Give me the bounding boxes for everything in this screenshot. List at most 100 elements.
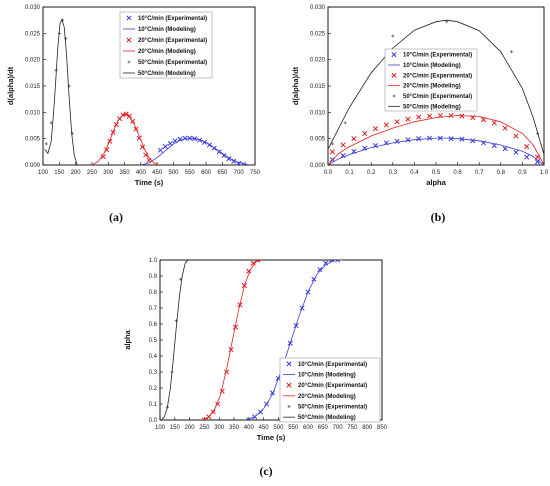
y-tick-label: 0.010 <box>310 110 326 116</box>
x-tick-label: 400 <box>136 170 147 176</box>
y-tick-label: 0.2 <box>149 386 158 392</box>
data-point <box>426 135 433 141</box>
data-point <box>372 126 379 132</box>
x-tick-label: 0.7 <box>475 170 484 176</box>
x-tick-label: 0.6 <box>453 170 462 176</box>
series-group <box>44 18 252 165</box>
x-tick-label: 250 <box>87 170 98 176</box>
data-point <box>49 121 53 125</box>
legend-swatch <box>126 15 132 21</box>
y-tick-label: 0.0 <box>149 418 158 424</box>
x-tick-label: 300 <box>103 170 114 176</box>
y-tick-label: 0.025 <box>25 31 41 37</box>
x-tick-label: 450 <box>152 170 163 176</box>
series-group <box>328 19 544 165</box>
x-tick-label: 650 <box>217 170 228 176</box>
legend: 10°C/min (Experimental) 10°C/min (Modelin… <box>119 11 213 79</box>
figure-caption: (a) <box>109 210 123 224</box>
data-point <box>502 146 508 152</box>
series-group <box>161 260 344 420</box>
x-tick-label: 150 <box>54 170 65 176</box>
y-tick-label: 0.5 <box>149 338 158 344</box>
data-point <box>524 154 530 160</box>
x-tick-label: 550 <box>288 425 299 431</box>
data-point <box>426 113 433 119</box>
legend-label: 50°C/min (Experimental) <box>298 405 367 411</box>
data-point <box>491 120 497 126</box>
data-point <box>329 260 335 263</box>
data-point <box>226 156 232 162</box>
x-tick-label: 550 <box>185 170 196 176</box>
y-tick-label: 0.005 <box>310 137 326 143</box>
x-tick-label: 0.5 <box>432 170 441 176</box>
data-point <box>100 154 106 160</box>
data-point <box>167 140 173 146</box>
data-point <box>177 136 183 142</box>
legend-label: 10°C/min (Experimental) <box>298 362 367 368</box>
legend: 10°C/min (Experimental) 10°C/min (Modelin… <box>279 357 381 423</box>
x-tick-label: 0.9 <box>518 170 527 176</box>
data-point <box>340 142 346 148</box>
x-tick-label: 350 <box>229 425 240 431</box>
data-point <box>317 267 323 273</box>
x-tick-label: 200 <box>71 170 82 176</box>
y-tick-label: 0.6 <box>149 322 158 328</box>
data-point <box>470 138 476 144</box>
x-tick-label: 0.0 <box>324 170 333 176</box>
x-tick-label: 200 <box>185 425 196 431</box>
legend-box <box>384 48 478 112</box>
x-tick-label: 0.2 <box>367 170 376 176</box>
legend-box <box>119 11 213 79</box>
legend-label: 10°C/min (Experimental) <box>403 53 472 59</box>
y-tick-label: 0.000 <box>25 163 41 169</box>
x-tick-label: 500 <box>168 170 179 176</box>
legend-swatch <box>287 405 291 408</box>
data-point <box>157 147 163 153</box>
y-axis-label: alpha <box>123 329 132 349</box>
data-point <box>510 50 514 54</box>
y-tick-label: 1.0 <box>149 258 158 264</box>
data-point <box>126 113 132 119</box>
data-point <box>351 136 357 142</box>
data-point <box>534 159 541 165</box>
x-tick-label: 850 <box>377 425 388 431</box>
x-tick-label: 600 <box>201 170 212 176</box>
data-point <box>221 152 227 159</box>
legend-swatch <box>126 37 132 43</box>
data-point <box>513 133 519 139</box>
legend-label: 20°C/min (Modeling) <box>298 394 356 400</box>
x-tick-label: 0.3 <box>389 170 398 176</box>
chart-panel-c: 100 150 200 250 300 350 400 450 500 550 600 650 700 7… <box>123 258 388 478</box>
data-point <box>210 409 216 415</box>
x-tick-label: 700 <box>234 170 245 176</box>
legend-label: 10°C/min (Modeling) <box>298 373 356 379</box>
data-point <box>502 125 508 131</box>
y-tick-label: 0.020 <box>310 58 326 64</box>
data-point <box>416 136 422 142</box>
x-tick-label: 800 <box>362 425 373 431</box>
y-tick-label: 0.9 <box>149 274 158 280</box>
legend-swatch <box>286 382 292 388</box>
data-point <box>448 112 454 119</box>
data-point <box>340 152 346 159</box>
x-tick-label: 350 <box>120 170 131 176</box>
x-tick-label: 750 <box>250 170 261 176</box>
data-point <box>405 116 411 122</box>
x-tick-label: 250 <box>199 425 210 431</box>
legend-label: 10°C/min (Modeling) <box>138 27 196 33</box>
legend-label: 50°C/min (Experimental) <box>403 94 472 100</box>
legend-label: 20°C/min (Experimental) <box>298 383 367 389</box>
y-tick-label: 0.8 <box>149 290 158 296</box>
legend-label: 50°C/min (Experimental) <box>138 60 207 66</box>
series-line <box>245 260 344 420</box>
y-tick-label: 0.010 <box>25 110 41 116</box>
figure-caption: (c) <box>259 464 272 478</box>
legend: 10°C/min (Experimental) 10°C/min (Modelin… <box>384 48 478 112</box>
x-tick-label: 300 <box>214 425 225 431</box>
data-point <box>44 142 48 146</box>
data-point <box>335 260 341 263</box>
x-tick-label: 0.1 <box>345 170 354 176</box>
y-tick-label: 0.015 <box>310 84 326 90</box>
y-tick-label: 0.000 <box>310 163 326 169</box>
x-axis-label: Time (s) <box>257 433 286 442</box>
